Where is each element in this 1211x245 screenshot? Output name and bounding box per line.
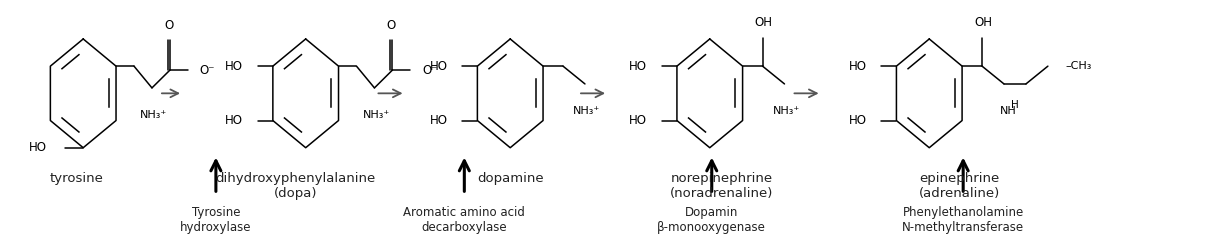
Text: tyrosine: tyrosine [50,172,103,185]
Text: –CH₃: –CH₃ [1066,61,1092,71]
Text: Phenylethanolamine
N-methyltransferase: Phenylethanolamine N-methyltransferase [902,206,1025,234]
Text: H: H [1011,100,1018,110]
Text: O⁻: O⁻ [423,64,438,77]
Text: HO: HO [225,60,243,73]
Text: NH: NH [999,106,1016,116]
Text: HO: HO [29,141,47,154]
Text: HO: HO [849,114,867,127]
Text: HO: HO [430,60,447,73]
Text: Aromatic amino acid
decarboxylase: Aromatic amino acid decarboxylase [403,206,526,234]
Text: HO: HO [225,114,243,127]
Text: OH: OH [974,16,992,29]
Text: Dopamin
β-monooxygenase: Dopamin β-monooxygenase [658,206,767,234]
Text: NH₃⁺: NH₃⁺ [773,106,800,116]
Text: dihydroxyphenylalanine
(dopa): dihydroxyphenylalanine (dopa) [216,172,375,200]
Text: HO: HO [430,114,447,127]
Text: NH₃⁺: NH₃⁺ [363,110,390,120]
Text: O: O [386,19,396,32]
Text: O: O [165,19,173,32]
Text: epinephrine
(adrenaline): epinephrine (adrenaline) [919,172,1000,200]
Text: NH₃⁺: NH₃⁺ [573,106,601,116]
Text: NH₃⁺: NH₃⁺ [140,110,167,120]
Text: norepinephrine
(noradrenaline): norepinephrine (noradrenaline) [670,172,774,200]
Text: Tyrosine
hydroxylase: Tyrosine hydroxylase [180,206,252,234]
Text: dopamine: dopamine [477,172,544,185]
Text: OH: OH [754,16,773,29]
Text: HO: HO [629,114,647,127]
Text: HO: HO [629,60,647,73]
Text: HO: HO [849,60,867,73]
Text: O⁻: O⁻ [200,64,216,77]
